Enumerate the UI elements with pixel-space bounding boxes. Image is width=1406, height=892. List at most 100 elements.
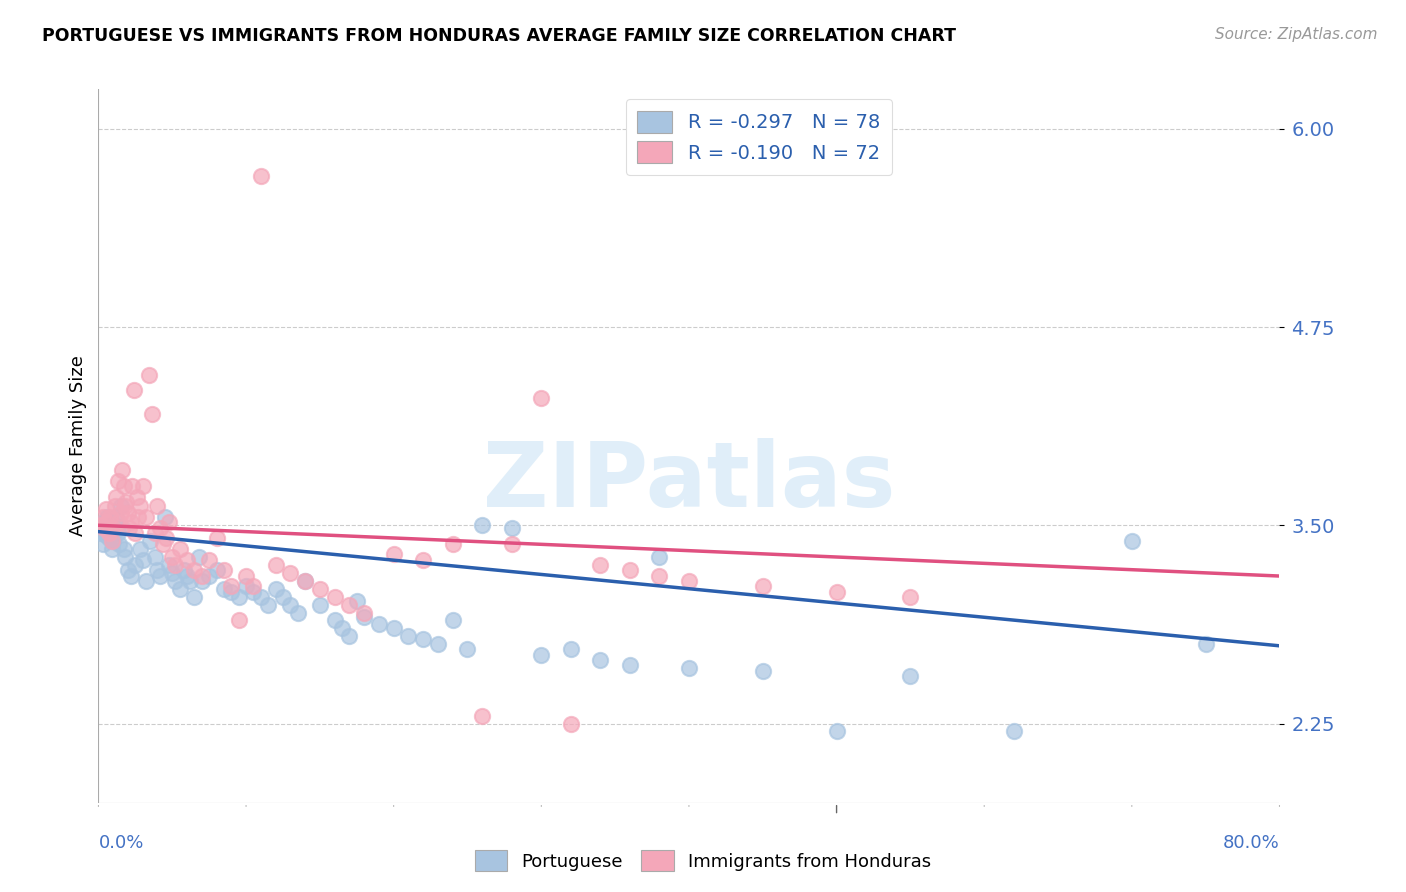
Point <box>98 521 121 535</box>
Point <box>124 558 146 572</box>
Point <box>120 569 142 583</box>
Point <box>91 510 114 524</box>
Point <box>93 515 115 529</box>
Point <box>412 553 434 567</box>
Point <box>412 632 434 647</box>
Point <box>173 563 195 577</box>
Point <box>900 590 922 604</box>
Point <box>619 657 641 672</box>
Point <box>112 478 135 492</box>
Point <box>648 569 671 583</box>
Point <box>250 590 273 604</box>
Point <box>678 574 700 588</box>
Point <box>198 553 221 567</box>
Point <box>242 585 264 599</box>
Point <box>228 590 250 604</box>
Point <box>825 585 848 599</box>
Point <box>135 510 157 524</box>
Point <box>250 169 273 184</box>
Point <box>143 549 166 564</box>
Point <box>105 490 128 504</box>
Point <box>330 621 353 635</box>
Point <box>900 669 922 683</box>
Point <box>128 542 150 557</box>
Point <box>169 542 191 557</box>
Point <box>117 506 139 520</box>
Point <box>179 574 201 588</box>
Text: Source: ZipAtlas.com: Source: ZipAtlas.com <box>1215 27 1378 42</box>
Point <box>287 606 309 620</box>
Point <box>187 549 209 564</box>
Point <box>114 500 136 514</box>
Point <box>1195 637 1218 651</box>
Point <box>589 558 612 572</box>
Point <box>162 549 183 564</box>
Point <box>271 590 294 604</box>
Point <box>368 616 391 631</box>
Point <box>309 582 332 596</box>
Point <box>143 526 166 541</box>
Point <box>149 569 172 583</box>
Point <box>98 510 121 524</box>
Point <box>125 490 148 504</box>
Point <box>141 407 163 421</box>
Point <box>146 563 169 577</box>
Point <box>96 515 118 529</box>
Point <box>678 661 700 675</box>
Text: ZIPatlas: ZIPatlas <box>482 438 896 525</box>
Text: PORTUGUESE VS IMMIGRANTS FROM HONDURAS AVERAGE FAMILY SIZE CORRELATION CHART: PORTUGUESE VS IMMIGRANTS FROM HONDURAS A… <box>42 27 956 45</box>
Point <box>100 542 122 557</box>
Point <box>560 642 582 657</box>
Point <box>751 664 773 678</box>
Point <box>353 610 375 624</box>
Point <box>169 582 191 596</box>
Point <box>176 569 198 583</box>
Point <box>382 621 405 635</box>
Point <box>176 553 198 567</box>
Point <box>294 574 316 588</box>
Point <box>90 526 112 541</box>
Point <box>105 510 128 524</box>
Legend: R = -0.297   N = 78, R = -0.190   N = 72: R = -0.297 N = 78, R = -0.190 N = 72 <box>626 99 891 175</box>
Point <box>94 528 117 542</box>
Point <box>471 518 494 533</box>
Text: 0.0%: 0.0% <box>98 834 143 852</box>
Point <box>751 578 773 592</box>
Point <box>165 574 187 588</box>
Point <box>235 569 257 583</box>
Point <box>139 534 162 549</box>
Point <box>94 502 117 516</box>
Point <box>97 526 120 541</box>
Point <box>104 500 127 514</box>
Point <box>153 510 176 524</box>
Point <box>104 518 127 533</box>
Point <box>530 648 553 663</box>
Point <box>257 598 280 612</box>
Point <box>471 708 494 723</box>
Point <box>138 368 160 382</box>
Point <box>205 531 228 545</box>
Point <box>501 521 523 535</box>
Point <box>427 637 450 651</box>
Point <box>235 578 257 592</box>
Point <box>157 515 180 529</box>
Point <box>441 614 464 628</box>
Point <box>219 578 242 592</box>
Point <box>1002 724 1025 739</box>
Point <box>152 537 174 551</box>
Point <box>530 392 553 406</box>
Point <box>183 590 205 604</box>
Point <box>501 537 523 551</box>
Point <box>155 531 177 545</box>
Point <box>157 558 180 572</box>
Point <box>278 598 302 612</box>
Point <box>110 506 132 520</box>
Point <box>107 474 129 488</box>
Point <box>619 563 641 577</box>
Point <box>117 563 139 577</box>
Point <box>205 563 228 577</box>
Point <box>191 569 214 583</box>
Point <box>108 537 131 551</box>
Point <box>111 463 134 477</box>
Point <box>191 574 214 588</box>
